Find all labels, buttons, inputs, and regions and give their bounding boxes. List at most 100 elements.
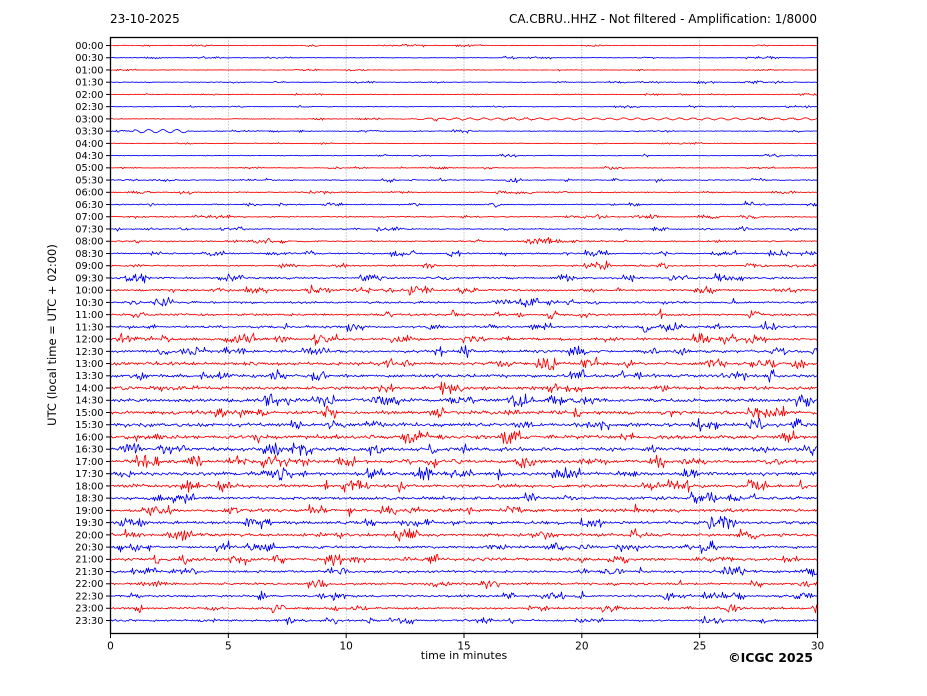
y-tick-label: 04:30 bbox=[75, 151, 103, 162]
trace-21:00 bbox=[110, 553, 818, 567]
y-tick-label: 09:30 bbox=[75, 273, 103, 284]
trace-09:30 bbox=[110, 272, 818, 284]
y-tick-label: 14:00 bbox=[75, 383, 103, 394]
trace-09:00 bbox=[110, 260, 818, 270]
y-tick-label: 02:00 bbox=[75, 90, 103, 101]
y-tick-label: 23:30 bbox=[75, 616, 103, 627]
y-tick-label: 10:00 bbox=[75, 286, 103, 297]
y-tick-label: 02:30 bbox=[75, 102, 103, 113]
x-tick-label: 20 bbox=[575, 641, 588, 653]
trace-12:00 bbox=[110, 332, 818, 346]
y-tick-label: 01:30 bbox=[75, 78, 103, 89]
trace-23:30 bbox=[110, 615, 818, 625]
trace-06:30 bbox=[110, 200, 818, 208]
y-tick-label: 10:30 bbox=[75, 298, 103, 309]
y-tick-label: 04:00 bbox=[75, 139, 103, 150]
y-tick-label: 22:00 bbox=[75, 579, 103, 590]
y-tick-label: 12:00 bbox=[75, 335, 103, 346]
trace-03:30 bbox=[110, 128, 818, 134]
y-tick-label: 19:30 bbox=[75, 518, 103, 529]
x-tick-label: 15 bbox=[457, 641, 470, 653]
y-tick-label: 07:30 bbox=[75, 224, 103, 235]
x-tick-label: 30 bbox=[811, 641, 824, 653]
trace-10:00 bbox=[110, 284, 818, 296]
trace-06:00 bbox=[110, 190, 818, 195]
y-tick-label: 15:00 bbox=[75, 408, 103, 419]
trace-07:00 bbox=[110, 213, 818, 220]
y-tick-label: 03:30 bbox=[75, 127, 103, 138]
trace-00:30 bbox=[110, 55, 818, 60]
trace-12:30 bbox=[110, 344, 818, 359]
trace-13:30 bbox=[110, 369, 818, 383]
trace-05:30 bbox=[110, 177, 818, 184]
station-title: CA.CBRU..HHZ - Not filtered - Amplificat… bbox=[509, 12, 817, 26]
y-tick-label: 13:00 bbox=[75, 359, 103, 370]
y-tick-label: 15:30 bbox=[75, 420, 103, 431]
trace-21:30 bbox=[110, 566, 818, 577]
trace-02:00 bbox=[110, 92, 818, 96]
trace-02:30 bbox=[110, 104, 818, 109]
x-tick-label: 25 bbox=[693, 641, 706, 653]
y-tick-label: 21:30 bbox=[75, 567, 103, 578]
trace-16:30 bbox=[110, 442, 818, 456]
y-tick-label: 06:30 bbox=[75, 200, 103, 211]
trace-19:30 bbox=[110, 515, 818, 530]
trace-08:00 bbox=[110, 236, 818, 245]
y-tick-label: 16:30 bbox=[75, 445, 103, 456]
y-tick-label: 14:30 bbox=[75, 396, 103, 407]
x-tick-label: 5 bbox=[225, 641, 232, 653]
copyright-credit: ©ICGC 2025 bbox=[728, 650, 813, 665]
x-tick-label: 10 bbox=[339, 641, 352, 653]
trace-04:00 bbox=[110, 142, 818, 145]
y-tick-label: 20:00 bbox=[75, 530, 103, 541]
y-tick-label: 09:00 bbox=[75, 261, 103, 272]
y-tick-label: 19:00 bbox=[75, 506, 103, 517]
y-tick-label: 17:00 bbox=[75, 457, 103, 468]
y-tick-label: 20:30 bbox=[75, 542, 103, 553]
trace-16:00 bbox=[110, 430, 818, 444]
trace-07:30 bbox=[110, 226, 818, 232]
trace-13:00 bbox=[110, 356, 818, 371]
trace-23:00 bbox=[110, 604, 818, 614]
trace-03:00 bbox=[110, 116, 818, 122]
trace-11:30 bbox=[110, 320, 818, 333]
trace-00:00 bbox=[110, 43, 818, 48]
y-tick-label: 05:00 bbox=[75, 163, 103, 174]
trace-17:30 bbox=[110, 466, 818, 481]
y-tick-label: 17:30 bbox=[75, 469, 103, 480]
trace-11:00 bbox=[110, 308, 818, 320]
trace-18:30 bbox=[110, 491, 818, 504]
trace-08:30 bbox=[110, 249, 818, 258]
y-tick-label: 00:00 bbox=[75, 41, 103, 52]
y-tick-label: 22:30 bbox=[75, 591, 103, 602]
y-tick-label: 18:30 bbox=[75, 494, 103, 505]
trace-05:00 bbox=[110, 165, 818, 170]
trace-22:00 bbox=[110, 579, 818, 590]
y-tick-label: 07:00 bbox=[75, 212, 103, 223]
trace-15:30 bbox=[110, 418, 818, 432]
trace-01:00 bbox=[110, 68, 818, 72]
y-tick-label: 00:30 bbox=[75, 53, 103, 64]
y-tick-label: 11:30 bbox=[75, 322, 103, 333]
y-tick-label: 06:00 bbox=[75, 188, 103, 199]
trace-15:00 bbox=[110, 405, 818, 420]
trace-14:30 bbox=[110, 393, 818, 408]
trace-01:30 bbox=[110, 80, 818, 85]
y-tick-label: 08:00 bbox=[75, 237, 103, 248]
trace-10:30 bbox=[110, 296, 818, 308]
y-tick-label: 05:30 bbox=[75, 175, 103, 186]
trace-22:30 bbox=[110, 590, 818, 601]
trace-18:00 bbox=[110, 479, 818, 493]
x-axis-label: time in minutes bbox=[420, 649, 508, 662]
y-tick-label: 01:00 bbox=[75, 65, 103, 76]
x-tick-label: 0 bbox=[107, 641, 114, 653]
y-tick-label: 16:00 bbox=[75, 432, 103, 443]
y-tick-label: 12:30 bbox=[75, 347, 103, 358]
y-tick-label: 11:00 bbox=[75, 310, 103, 321]
y-tick-label: 21:00 bbox=[75, 555, 103, 566]
date-title: 23-10-2025 bbox=[110, 12, 180, 26]
trace-14:00 bbox=[110, 381, 818, 395]
trace-04:30 bbox=[110, 153, 818, 158]
y-tick-label: 13:30 bbox=[75, 371, 103, 382]
